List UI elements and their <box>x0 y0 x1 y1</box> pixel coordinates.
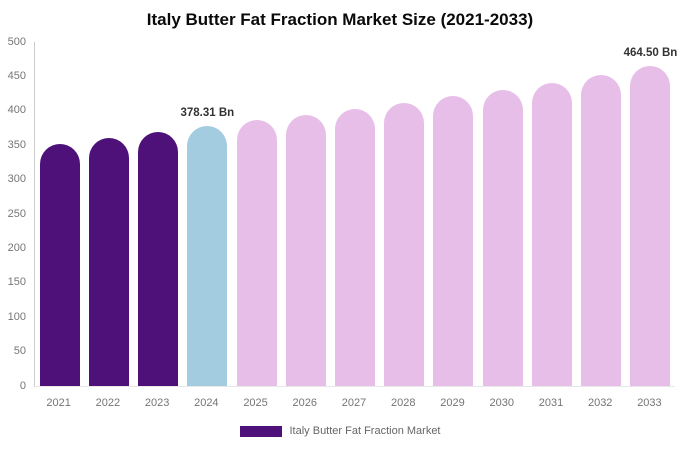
y-tick-label: 200 <box>7 241 26 254</box>
x-tick-label-2023: 2023 <box>144 397 170 409</box>
x-tick-label-2022: 2022 <box>95 397 121 409</box>
x-axis-labels: 2021 2022 2023 2024 2025 2026 2027 2028 2029 2030… <box>34 397 674 409</box>
x-tick-label-2027: 2027 <box>341 397 367 409</box>
y-tick-label: 150 <box>7 276 26 289</box>
legend-label: Italy Butter Fat Fraction Market <box>289 425 441 437</box>
bar-2033[interactable]: 464.50 Bn <box>624 47 677 386</box>
y-tick-label: 100 <box>7 310 26 323</box>
bar-2025[interactable] <box>236 120 277 386</box>
y-tick-label: 50 <box>13 345 26 358</box>
bar-slot <box>281 42 330 386</box>
x-tick-label-2026: 2026 <box>292 397 318 409</box>
x-tick-label-2028: 2028 <box>391 397 416 409</box>
bar-2027[interactable] <box>335 109 376 386</box>
bar-slot <box>133 42 182 386</box>
bar-slot <box>527 42 576 386</box>
x-tick-label-2024: 2024 <box>194 397 219 409</box>
bar-slot <box>577 42 626 386</box>
bar-slot <box>84 42 133 386</box>
bar-2023[interactable] <box>138 132 179 386</box>
bar-value-label-2024: 378.31 Bn <box>180 107 235 119</box>
bar-2024[interactable]: 378.31 Bn <box>180 107 234 386</box>
y-tick-label: 500 <box>7 35 26 48</box>
x-tick-label-2025: 2025 <box>243 397 268 409</box>
bar-slot <box>478 42 527 386</box>
bar-2030[interactable] <box>482 90 523 386</box>
bar-slot <box>232 42 281 386</box>
plot-area: 378.31 Bn 464.50 Bn <box>34 42 677 387</box>
bar-value-label-2033: 464.50 Bn <box>623 47 678 59</box>
bar-slot <box>429 42 478 386</box>
x-tick-label-2033: 2033 <box>637 397 662 409</box>
x-tick-label-2032: 2032 <box>587 397 613 409</box>
x-tick-label-2031: 2031 <box>538 397 564 409</box>
y-tick-label: 350 <box>7 138 26 151</box>
y-tick-label: 450 <box>7 69 26 82</box>
y-tick-label: 300 <box>7 173 26 186</box>
y-tick-label: 400 <box>7 104 26 117</box>
y-tick-label: 0 <box>19 379 26 392</box>
bar-2031[interactable] <box>531 83 572 386</box>
bar-2026[interactable] <box>285 115 326 386</box>
x-tick-label-2030: 2030 <box>489 397 514 409</box>
legend-item[interactable]: Italy Butter Fat Fraction Market <box>0 425 680 437</box>
bar-slot <box>380 42 429 386</box>
y-tick-label: 250 <box>7 207 26 220</box>
bar-slot <box>330 42 379 386</box>
bar-slot <box>35 42 84 386</box>
bar-2029[interactable] <box>433 96 474 386</box>
bar-2032[interactable] <box>581 75 622 386</box>
bar-slot: 378.31 Bn <box>180 42 234 386</box>
x-tick-label-2021: 2021 <box>46 397 71 409</box>
bar-2021[interactable] <box>39 144 80 386</box>
chart-title: Italy Butter Fat Fraction Market Size (2… <box>146 10 534 29</box>
bar-slot: 464.50 Bn <box>624 42 677 386</box>
bars-container: 378.31 Bn 464.50 Bn <box>35 42 677 386</box>
legend-swatch <box>239 425 282 437</box>
bar-2022[interactable] <box>88 138 129 386</box>
x-tick-label-2029: 2029 <box>440 397 465 409</box>
bar-2028[interactable] <box>384 103 425 386</box>
